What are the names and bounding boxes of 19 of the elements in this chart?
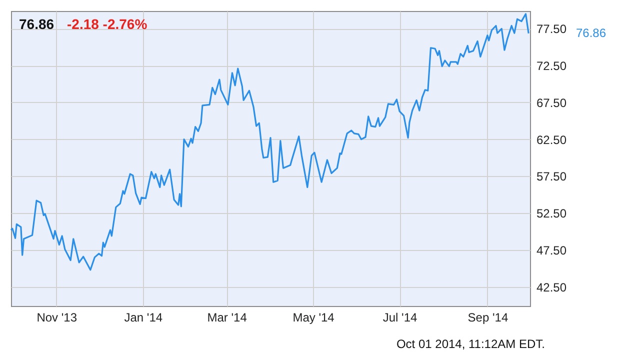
chart-subtitle: -2.18 -2.76% xyxy=(67,16,148,32)
y-tick-label: 67.50 xyxy=(536,96,567,110)
x-tick-label: May '14 xyxy=(292,310,335,324)
x-tick-label: Jul '14 xyxy=(382,310,418,324)
text: 76.86 xyxy=(576,26,606,40)
y-tick-label: 77.50 xyxy=(536,22,567,36)
x-tick-label: Sep '14 xyxy=(468,310,508,324)
x-tick-label: Jan '14 xyxy=(124,310,163,324)
y-tick-label: 57.50 xyxy=(536,170,567,184)
text: Oct 01 2014, 11:12AM EDT. xyxy=(396,337,545,351)
x-tick-label: Nov '13 xyxy=(36,310,78,324)
y-tick-label: 72.50 xyxy=(536,59,567,74)
y-tick-label: 47.50 xyxy=(536,243,567,258)
line-series xyxy=(10,13,530,271)
y-tick-label: 42.50 xyxy=(536,280,567,294)
y-tick-label: 52.50 xyxy=(536,206,567,221)
x-tick-label: Mar '14 xyxy=(207,310,248,324)
chart-title: 76.86 xyxy=(19,16,54,32)
y-tick-label: 62.50 xyxy=(536,132,567,147)
